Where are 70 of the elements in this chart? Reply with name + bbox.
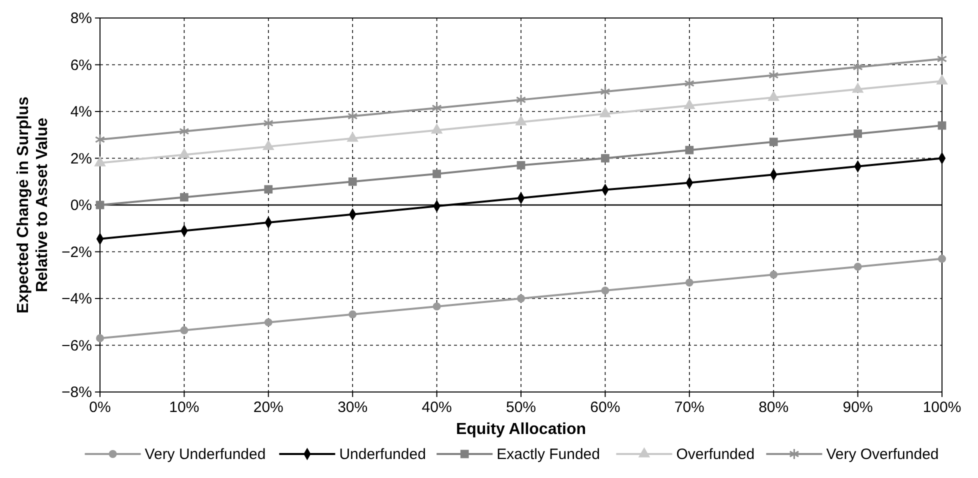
- point: [264, 318, 272, 326]
- point: [936, 53, 948, 65]
- y-tick-label: 0%: [70, 197, 92, 214]
- point: [348, 177, 357, 186]
- x-tick-label: 50%: [506, 399, 536, 416]
- point: [684, 78, 695, 90]
- point: [685, 278, 694, 287]
- point: [96, 334, 104, 342]
- y-tick-label: 8%: [70, 10, 92, 27]
- x-tick-label: 10%: [169, 399, 200, 416]
- x-tick-label: 100%: [922, 399, 962, 416]
- x-axis-title: Equity Allocation: [456, 421, 586, 438]
- point: [516, 94, 526, 106]
- legend-label: Very Overfunded: [826, 446, 939, 463]
- x-tick-label: 20%: [253, 399, 284, 416]
- point: [346, 132, 358, 142]
- point: [938, 121, 946, 130]
- point: [768, 90, 780, 101]
- point: [347, 110, 358, 122]
- y-tick-label: −4%: [62, 290, 92, 308]
- point: [768, 69, 779, 82]
- y-tick-label: −6%: [62, 337, 92, 354]
- point: [601, 286, 610, 295]
- point: [180, 193, 188, 202]
- point: [516, 161, 526, 170]
- y-axis-title: Expected Change in Surplus Relative to Asset Value: [15, 96, 51, 314]
- y-tick-label: 6%: [70, 56, 92, 74]
- point: [685, 146, 694, 154]
- y-tick-label: −2%: [62, 244, 92, 261]
- point: [938, 254, 946, 263]
- point: [432, 170, 441, 178]
- point: [432, 102, 442, 114]
- point: [430, 123, 443, 134]
- point: [178, 148, 190, 158]
- legend-label: Exactly Funded: [496, 446, 600, 463]
- point: [180, 326, 188, 334]
- point: [684, 98, 696, 110]
- point: [852, 82, 864, 93]
- legend-label: Very Underfunded: [144, 446, 266, 463]
- point: [852, 61, 863, 73]
- point: [432, 302, 441, 310]
- point: [599, 107, 612, 118]
- point: [264, 185, 273, 194]
- point: [769, 138, 778, 146]
- y-tick-label: 2%: [70, 150, 92, 168]
- point: [515, 115, 527, 126]
- point: [770, 270, 778, 279]
- point: [854, 130, 862, 138]
- point: [517, 294, 525, 302]
- x-tick-label: 30%: [338, 399, 368, 416]
- point: [263, 117, 274, 129]
- x-tick-label: 70%: [674, 399, 704, 416]
- x-tick-label: 0%: [89, 399, 111, 416]
- point: [179, 126, 190, 138]
- legend-label: Overfunded: [676, 446, 755, 463]
- y-tick-label: −8%: [62, 384, 92, 401]
- y-tick-label: 4%: [70, 104, 92, 120]
- point: [94, 134, 106, 146]
- point: [94, 156, 106, 166]
- point: [348, 310, 357, 318]
- point: [262, 140, 274, 150]
- point: [936, 74, 948, 85]
- x-tick-label: 40%: [422, 399, 452, 416]
- x-tick-label: 80%: [758, 399, 789, 416]
- point: [600, 86, 610, 98]
- point: [601, 154, 610, 162]
- x-tick-label: 60%: [590, 399, 620, 416]
- x-tick-label: 90%: [842, 399, 873, 416]
- point: [854, 262, 862, 271]
- legend-label: Underfunded: [339, 446, 426, 463]
